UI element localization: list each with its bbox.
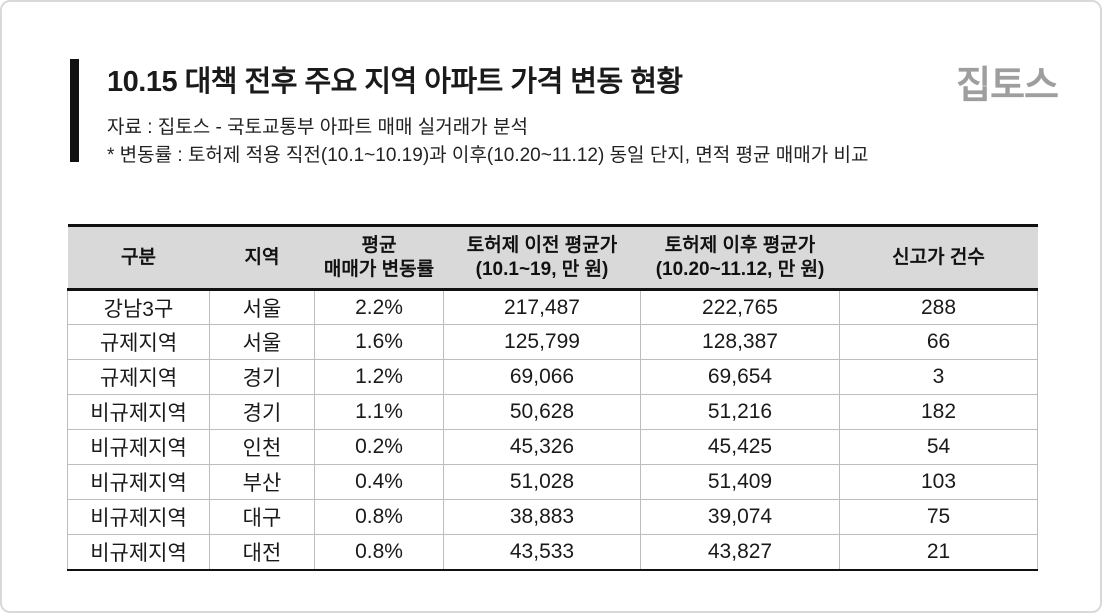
price-change-table-wrap: 구분 지역 평균 매매가 변동률 토허제 이전 평균가 (10.1~19, 만 원) 토… — [67, 224, 1038, 571]
table-body: 강남3구 서울 2.2% 217,487 222,765 288 규제지역 서울 1.6% 125… — [67, 289, 1038, 570]
table-cell: 부산 — [209, 464, 315, 500]
column-header: 토허제 이전 평균가 (10.1~19, 만 원) — [443, 225, 641, 291]
table-cell: 규제지역 — [67, 324, 210, 360]
table-cell: 45,326 — [443, 429, 641, 465]
header-row: 구분 지역 평균 매매가 변동률 토허제 이전 평균가 (10.1~19, 만 원) 토… — [67, 225, 1038, 291]
table-cell: 217,487 — [443, 289, 641, 325]
table-cell: 경기 — [209, 359, 315, 395]
table-row: 비규제지역 대구 0.8% 38,883 39,074 75 — [67, 499, 1038, 535]
table-cell: 강남3구 — [67, 289, 210, 325]
table-cell: 비규제지역 — [67, 429, 210, 465]
table-cell: 대전 — [209, 534, 315, 570]
table-cell: 서울 — [209, 324, 315, 360]
table-cell: 0.4% — [314, 464, 444, 500]
table-cell: 75 — [839, 499, 1038, 535]
table-row: 비규제지역 인천 0.2% 45,326 45,425 54 — [67, 429, 1038, 465]
table-cell: 288 — [839, 289, 1038, 325]
column-header: 토허제 이후 평균가 (10.20~11.12, 만 원) — [640, 225, 840, 291]
table-cell: 비규제지역 — [67, 499, 210, 535]
table-cell: 45,425 — [640, 429, 840, 465]
note-line: * 변동률 : 토허제 적용 직전(10.1~10.19)과 이후(10.20~… — [107, 145, 869, 166]
table-cell: 43,827 — [640, 534, 840, 570]
table-cell: 규제지역 — [67, 359, 210, 395]
table-cell: 1.6% — [314, 324, 444, 360]
table-cell: 39,074 — [640, 499, 840, 535]
source-line: 자료 : 집토스 - 국토교통부 아파트 매매 실거래가 분석 — [107, 117, 528, 138]
table-cell: 대구 — [209, 499, 315, 535]
table-row: 비규제지역 대전 0.8% 43,533 43,827 21 — [67, 534, 1038, 570]
table-cell: 222,765 — [640, 289, 840, 325]
table-cell: 128,387 — [640, 324, 840, 360]
table-cell: 125,799 — [443, 324, 641, 360]
price-change-table: 구분 지역 평균 매매가 변동률 토허제 이전 평균가 (10.1~19, 만 원) 토… — [67, 224, 1038, 571]
table-cell: 66 — [839, 324, 1038, 360]
table-cell: 51,028 — [443, 464, 641, 500]
table-header: 구분 지역 평균 매매가 변동률 토허제 이전 평균가 (10.1~19, 만 원) 토… — [67, 225, 1038, 291]
table-cell: 54 — [839, 429, 1038, 465]
page-title: 10.15 대책 전후 주요 지역 아파트 가격 변동 현황 — [107, 66, 683, 98]
table-cell: 1.1% — [314, 394, 444, 430]
table-cell: 182 — [839, 394, 1038, 430]
table-row: 규제지역 서울 1.6% 125,799 128,387 66 — [67, 324, 1038, 360]
table-row: 비규제지역 경기 1.1% 50,628 51,216 182 — [67, 394, 1038, 430]
table-cell: 0.2% — [314, 429, 444, 465]
table-cell: 69,066 — [443, 359, 641, 395]
column-header: 구분 — [67, 225, 210, 291]
table-cell: 1.2% — [314, 359, 444, 395]
ziptoss-logo: 집토스 — [956, 65, 1059, 107]
table-cell: 서울 — [209, 289, 315, 325]
table-cell: 43,533 — [443, 534, 641, 570]
column-header: 신고가 건수 — [839, 225, 1038, 291]
table-cell: 0.8% — [314, 534, 444, 570]
table-cell: 인천 — [209, 429, 315, 465]
table-cell: 0.8% — [314, 499, 444, 535]
table-cell: 비규제지역 — [67, 534, 210, 570]
table-cell: 경기 — [209, 394, 315, 430]
title-accent-bar — [70, 59, 79, 162]
table-cell: 21 — [839, 534, 1038, 570]
table-cell: 2.2% — [314, 289, 444, 325]
table-cell: 3 — [839, 359, 1038, 395]
table-cell: 103 — [839, 464, 1038, 500]
table-cell: 비규제지역 — [67, 464, 210, 500]
column-header: 지역 — [209, 225, 315, 291]
table-cell: 51,216 — [640, 394, 840, 430]
table-cell: 50,628 — [443, 394, 641, 430]
table-cell: 51,409 — [640, 464, 840, 500]
table-cell: 69,654 — [640, 359, 840, 395]
table-cell: 비규제지역 — [67, 394, 210, 430]
table-row: 강남3구 서울 2.2% 217,487 222,765 288 — [67, 289, 1038, 325]
table-row: 규제지역 경기 1.2% 69,066 69,654 3 — [67, 359, 1038, 395]
column-header: 평균 매매가 변동률 — [314, 225, 444, 291]
table-row: 비규제지역 부산 0.4% 51,028 51,409 103 — [67, 464, 1038, 500]
table-cell: 38,883 — [443, 499, 641, 535]
